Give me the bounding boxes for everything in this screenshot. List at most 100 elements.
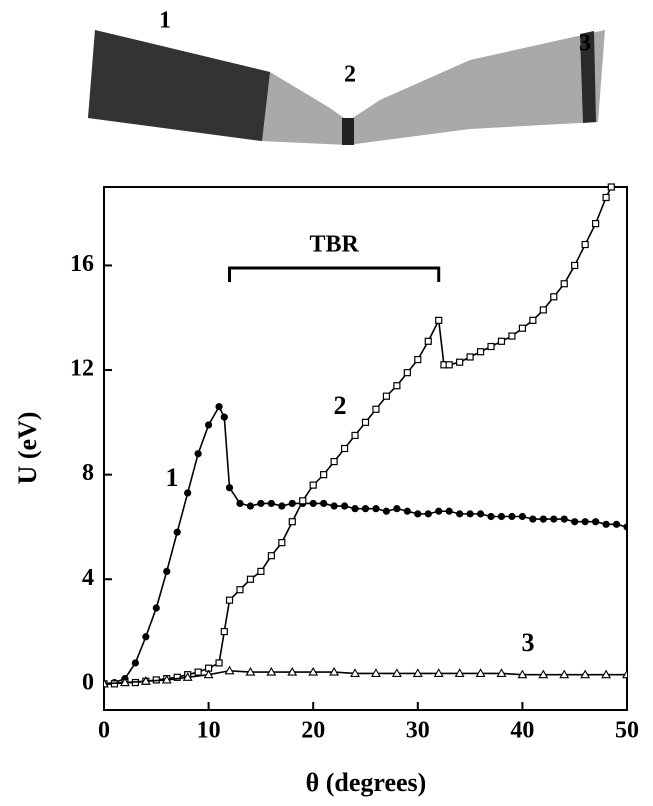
- point: [361, 505, 370, 513]
- point: [391, 668, 402, 677]
- point: [612, 520, 621, 528]
- point: [173, 528, 181, 536]
- point: [257, 499, 265, 508]
- point: [194, 450, 202, 458]
- point: [215, 403, 223, 411]
- point: [220, 413, 228, 421]
- point: [571, 261, 579, 270]
- series-label: 3: [522, 628, 535, 657]
- series-line: [104, 404, 627, 685]
- point: [246, 502, 255, 510]
- x-tick-label: 50: [615, 718, 639, 744]
- point: [601, 669, 612, 679]
- point: [173, 673, 181, 681]
- point: [278, 539, 286, 547]
- point: [287, 666, 298, 676]
- point: [372, 405, 380, 413]
- point: [236, 586, 244, 594]
- point: [622, 669, 627, 679]
- point: [466, 510, 474, 518]
- point: [340, 444, 349, 453]
- point: [539, 306, 547, 314]
- point: [456, 358, 464, 366]
- point: [424, 510, 432, 518]
- x-axis-label: θ (degrees): [306, 768, 427, 797]
- point: [371, 668, 381, 677]
- point: [592, 220, 600, 228]
- point: [445, 361, 453, 369]
- point: [372, 505, 380, 513]
- point: [529, 515, 537, 523]
- point: [518, 324, 527, 332]
- point: [456, 510, 464, 518]
- point: [393, 505, 401, 513]
- image-label: 2: [344, 62, 356, 88]
- point: [309, 499, 317, 508]
- point: [320, 471, 328, 479]
- point: [215, 659, 223, 667]
- point: [580, 669, 591, 679]
- x-tick-label: 40: [510, 718, 534, 744]
- point: [487, 342, 495, 351]
- point: [205, 421, 213, 429]
- point: [529, 316, 537, 324]
- point: [245, 666, 256, 676]
- point: [414, 510, 422, 518]
- point: [131, 659, 139, 667]
- point: [309, 481, 317, 489]
- point: [361, 418, 370, 426]
- point: [454, 668, 465, 677]
- point: [403, 507, 411, 515]
- image-label: 1: [159, 8, 171, 34]
- point: [571, 518, 579, 526]
- point: [288, 518, 296, 526]
- annotation-bracket: [228, 266, 441, 282]
- point: [445, 507, 453, 515]
- point: [476, 510, 485, 518]
- point: [602, 520, 610, 528]
- point: [194, 668, 202, 676]
- point: [475, 668, 486, 677]
- plot-frame: [103, 186, 628, 711]
- point: [104, 678, 109, 688]
- point: [184, 489, 192, 497]
- point: [225, 596, 234, 604]
- point: [550, 515, 558, 523]
- point: [623, 523, 627, 531]
- point: [435, 507, 443, 515]
- point: [246, 575, 255, 583]
- point: [559, 669, 570, 679]
- point: [299, 497, 307, 505]
- point: [329, 666, 340, 676]
- point: [424, 337, 432, 345]
- point: [351, 431, 359, 440]
- point: [497, 512, 506, 521]
- series-line: [104, 669, 627, 685]
- point: [550, 293, 558, 301]
- point: [403, 369, 411, 377]
- point: [267, 499, 275, 508]
- point: [119, 677, 130, 687]
- y-tick-label: 16: [70, 251, 94, 277]
- series-label: 1: [166, 463, 179, 492]
- y-tick-label: 4: [82, 565, 94, 591]
- tube-illustration: [88, 30, 605, 145]
- point: [592, 518, 600, 526]
- point: [393, 382, 401, 390]
- point: [236, 499, 244, 508]
- point: [203, 669, 214, 679]
- annotation-label: TBR: [309, 232, 359, 258]
- y-tick-label: 8: [82, 460, 94, 486]
- point: [308, 666, 319, 676]
- y-axis-label: U (eV): [13, 412, 42, 485]
- point: [220, 627, 228, 636]
- point: [538, 669, 549, 679]
- point: [560, 515, 568, 523]
- point: [508, 512, 516, 521]
- x-tick-label: 30: [406, 718, 430, 744]
- point: [487, 512, 495, 521]
- point: [288, 499, 296, 508]
- point: [350, 668, 360, 677]
- point: [607, 183, 615, 191]
